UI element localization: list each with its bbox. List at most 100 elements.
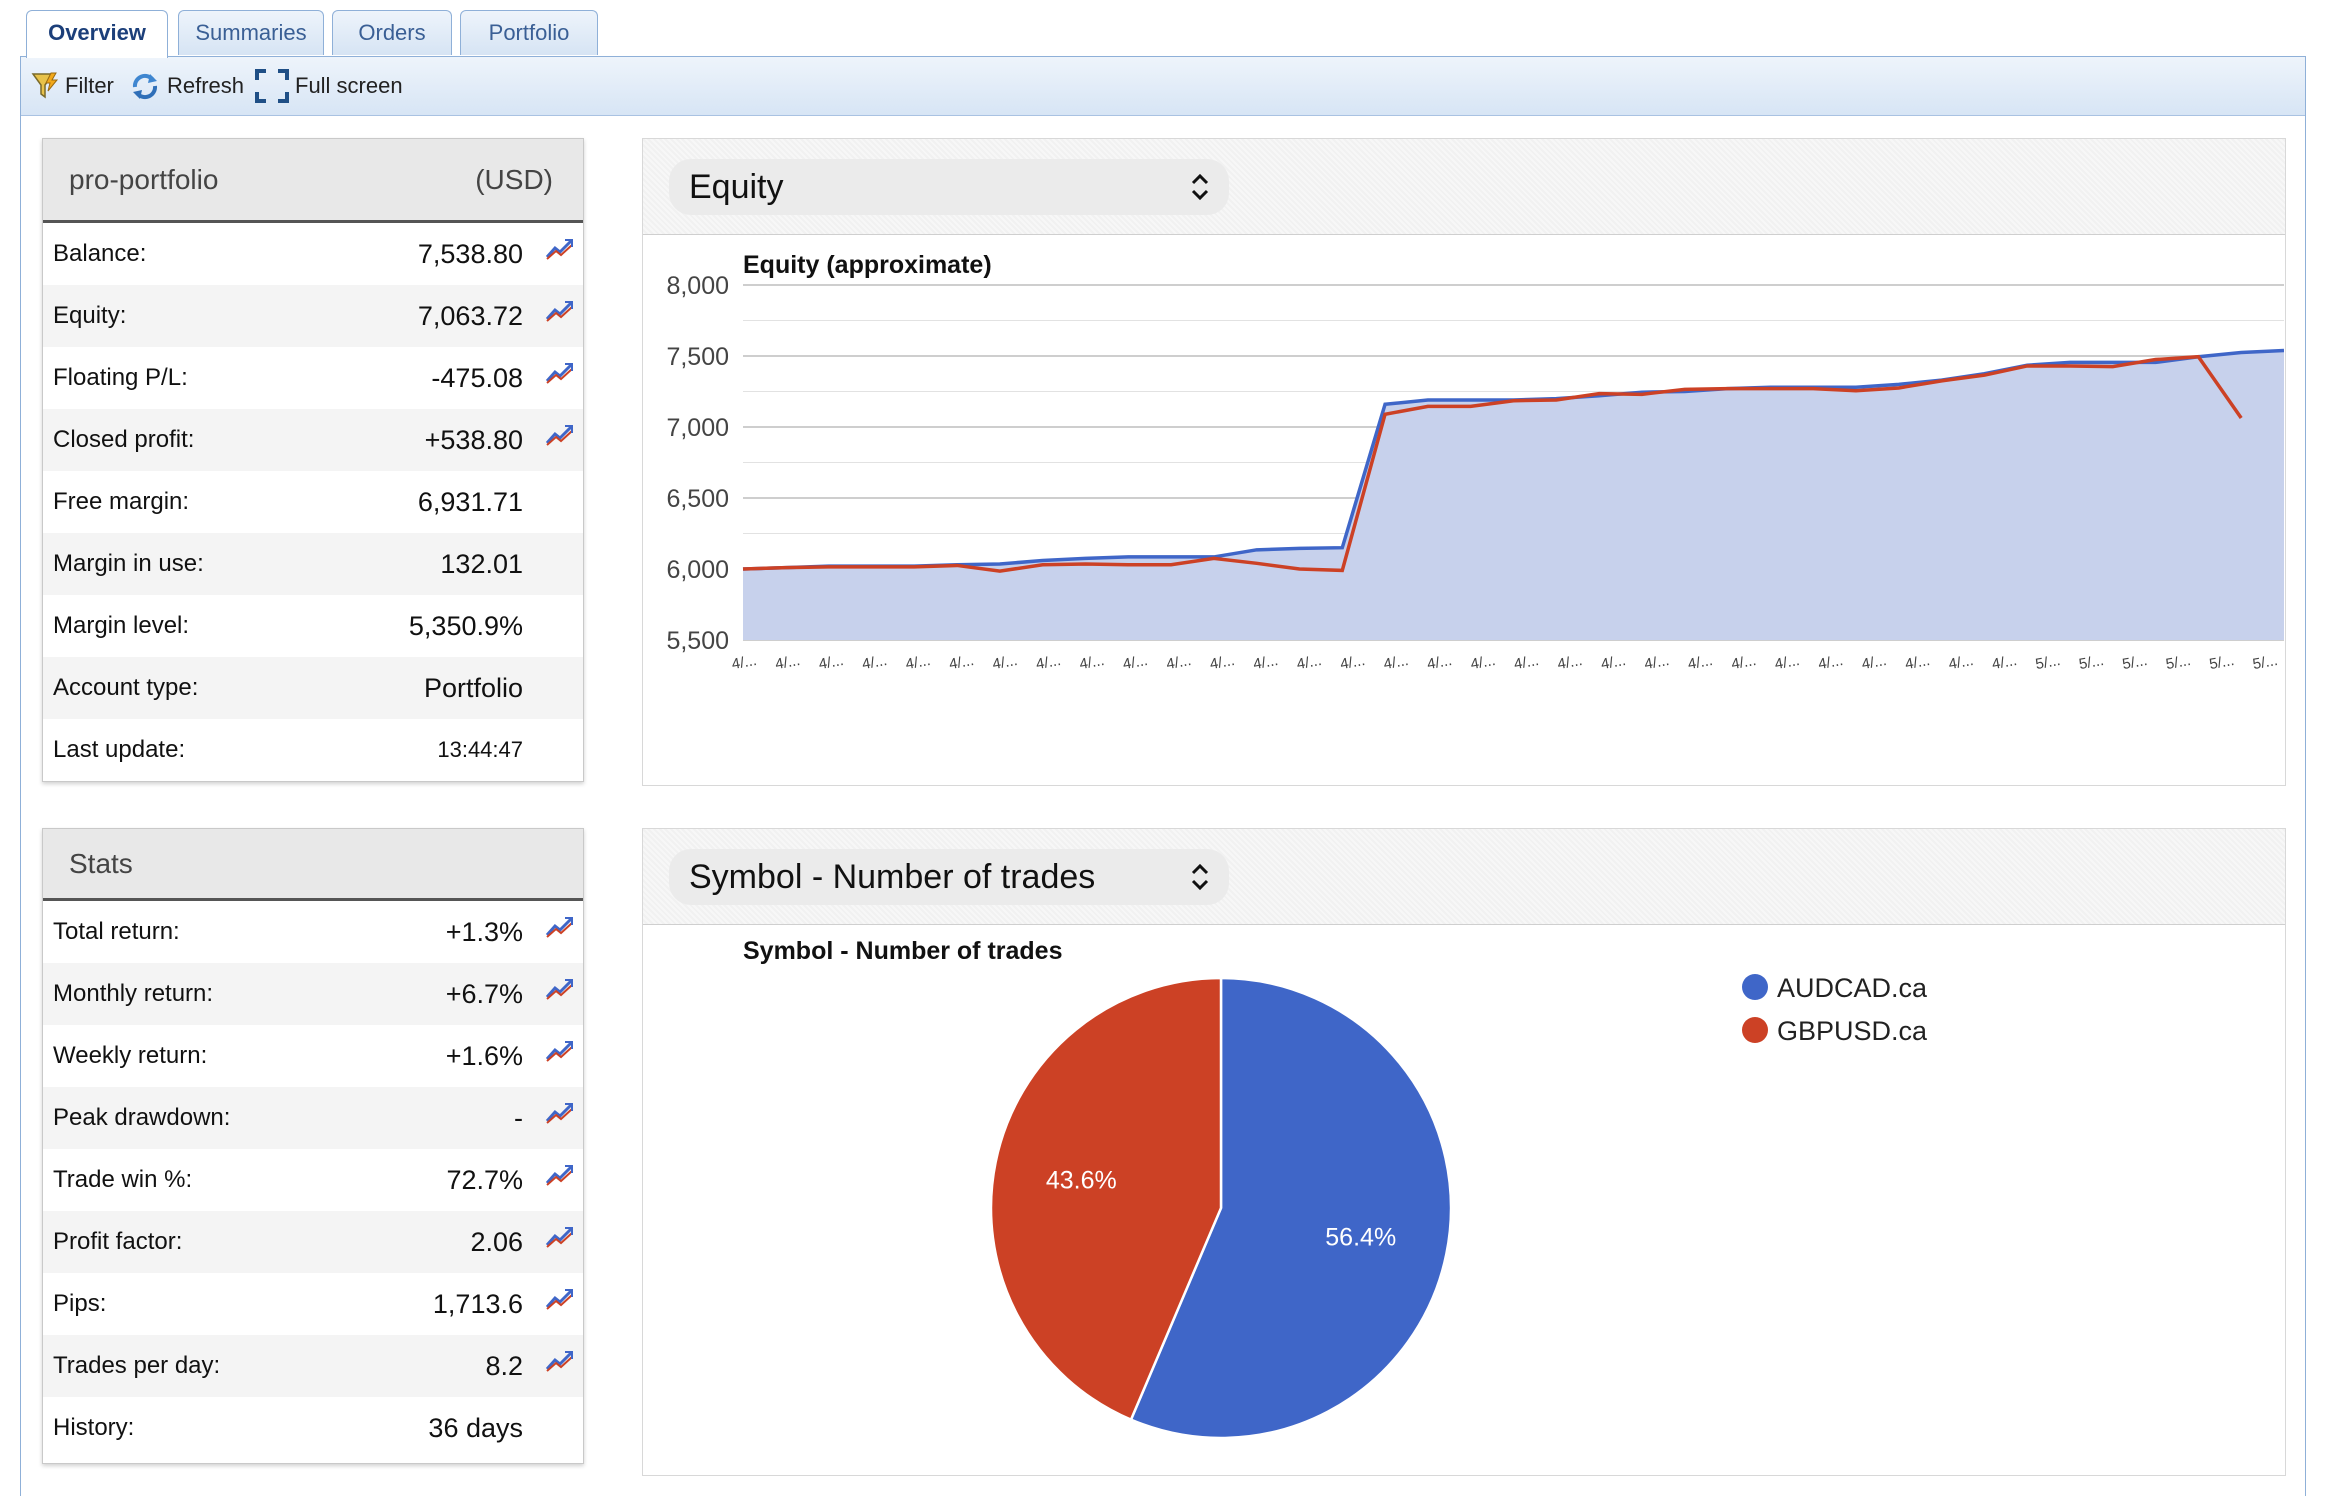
row-value: 7,538.80	[417, 238, 523, 269]
equity-chart: Equity (approximate) 8,000 7,500 7,000 6,500…	[666, 251, 2284, 673]
fullscreen-button[interactable]: Full screen	[255, 57, 403, 115]
x-tick-label: 4/...	[1773, 652, 1801, 673]
x-tick-label: 4/...	[1817, 652, 1845, 673]
equity-select-value: Equity	[689, 167, 784, 206]
x-tick-label: 5/...	[2078, 652, 2106, 673]
x-tick-label: 5/...	[2165, 652, 2193, 673]
chart-trend-icon[interactable]	[545, 1039, 575, 1063]
x-tick-label: 4/...	[1035, 652, 1063, 673]
row-label: Closed profit:	[53, 426, 195, 453]
x-tick-label: 4/...	[948, 652, 976, 673]
symbol-panel-header: Symbol - Number of trades	[643, 829, 2285, 925]
account-row: Margin in use: 132.01	[43, 533, 583, 595]
x-tick-label: 4/...	[1469, 652, 1497, 673]
chart-trend-icon[interactable]	[545, 977, 575, 1001]
row-label: Equity:	[53, 302, 127, 329]
legend-entry: AUDCAD.ca	[1777, 973, 1928, 1003]
row-value: -475.08	[431, 362, 523, 393]
fullscreen-icon	[255, 69, 289, 103]
tab-summaries[interactable]: Summaries	[178, 10, 324, 55]
stats-row: Pips: 1,713.6	[43, 1273, 583, 1335]
row-value: +1.6%	[445, 1040, 523, 1071]
row-label: History:	[53, 1414, 135, 1441]
select-arrows-icon	[1191, 863, 1209, 891]
row-value: 132.01	[440, 548, 523, 579]
chart-trend-icon[interactable]	[545, 361, 575, 385]
x-tick-label: 4/...	[1991, 652, 2019, 673]
refresh-label: Refresh	[167, 73, 245, 98]
stats-row: History: 36 days	[43, 1397, 583, 1459]
chart-trend-icon[interactable]	[545, 237, 575, 261]
row-label: Weekly return:	[53, 1042, 208, 1069]
row-value: 13:44:47	[437, 737, 523, 762]
filter-button[interactable]: Filter	[31, 57, 114, 115]
chart-trend-icon[interactable]	[545, 1287, 575, 1311]
x-tick-label: 4/...	[817, 652, 845, 673]
pie-slice-gbpusd-ca	[989, 976, 1223, 1422]
refresh-button[interactable]: Refresh	[129, 57, 244, 115]
tab-overview[interactable]: Overview	[26, 10, 168, 58]
chart-trend-icon[interactable]	[545, 915, 575, 939]
x-tick-label: 4/...	[1730, 652, 1758, 673]
chart-trend-icon[interactable]	[545, 1225, 575, 1249]
row-value: +6.7%	[445, 978, 523, 1009]
stats-row: Peak drawdown: -	[43, 1087, 583, 1149]
fullscreen-label: Full screen	[295, 73, 403, 98]
symbol-chart-select[interactable]: Symbol - Number of trades	[669, 849, 1229, 905]
stats-title: Stats	[69, 847, 133, 879]
account-row: Closed profit: +538.80	[43, 409, 583, 471]
chart-trend-icon[interactable]	[545, 1101, 575, 1125]
symbol-panel: Symbol - Number of trades Symbol - Numbe…	[642, 828, 2286, 1476]
account-rows: Balance: 7,538.80 Equity: 7,063.72 Floating …	[43, 223, 583, 781]
symbol-pie-chart: Symbol - Number of trades 56.4% 43.6% AUDCA…	[743, 937, 1928, 1440]
tab-orders[interactable]: Orders	[332, 10, 452, 55]
x-tick-label: 4/...	[774, 652, 802, 673]
account-header: pro-portfolio (USD)	[43, 139, 583, 223]
tab-portfolio[interactable]: Portfolio	[460, 10, 598, 55]
row-value: 8.2	[485, 1350, 523, 1381]
row-value: Portfolio	[423, 672, 523, 703]
stats-row: Monthly return: +6.7%	[43, 963, 583, 1025]
x-tick-label: 4/...	[1078, 652, 1106, 673]
equity-chart-title: Equity (approximate)	[743, 251, 992, 279]
chart-trend-icon[interactable]	[545, 1349, 575, 1373]
account-row: Free margin: 6,931.71	[43, 471, 583, 533]
account-name: pro-portfolio	[69, 163, 219, 195]
equity-chart-select[interactable]: Equity	[669, 159, 1229, 215]
chart-trend-icon[interactable]	[545, 299, 575, 323]
row-value: -	[514, 1102, 523, 1133]
chart-trend-icon[interactable]	[545, 423, 575, 447]
row-label: Peak drawdown:	[53, 1104, 231, 1131]
stats-row: Trades per day: 8.2	[43, 1335, 583, 1397]
row-value: +538.80	[424, 424, 523, 455]
chart-trend-icon[interactable]	[545, 1163, 575, 1187]
row-value: 2.06	[470, 1226, 523, 1257]
symbol-select-value: Symbol - Number of trades	[689, 857, 1096, 896]
pie-slice-audcad-ca	[1129, 976, 1453, 1440]
row-value: 6,931.71	[417, 486, 523, 517]
x-tick-label: 4/...	[904, 652, 932, 673]
x-tick-label: 4/...	[1643, 652, 1671, 673]
equity-area	[743, 350, 2284, 640]
x-tick-label: 4/...	[1382, 652, 1410, 673]
x-tick-label: 4/...	[730, 652, 758, 673]
row-label: Account type:	[53, 674, 199, 701]
x-tick-label: 4/...	[1686, 652, 1714, 673]
x-tick-label: 4/...	[1208, 652, 1236, 673]
x-tick-label: 4/...	[1295, 652, 1323, 673]
toolbar: Filter Refresh Full screen	[21, 57, 2305, 116]
x-tick-label: 4/...	[1513, 652, 1541, 673]
stats-row: Total return: +1.3%	[43, 901, 583, 963]
row-value: +1.3%	[445, 916, 523, 947]
row-value: 72.7%	[446, 1164, 523, 1195]
equity-series-line	[742, 354, 2243, 573]
x-tick-label: 5/...	[2034, 652, 2062, 673]
x-tick-label: 4/...	[1426, 652, 1454, 673]
y-tick-label: 5,500	[666, 627, 729, 655]
account-currency: (USD)	[475, 163, 553, 195]
row-label: Profit factor:	[53, 1228, 183, 1255]
filter-label: Filter	[65, 73, 114, 98]
x-tick-label: 4/...	[1556, 652, 1584, 673]
row-label: Margin in use:	[53, 550, 204, 577]
row-value: 1,713.6	[432, 1288, 523, 1319]
